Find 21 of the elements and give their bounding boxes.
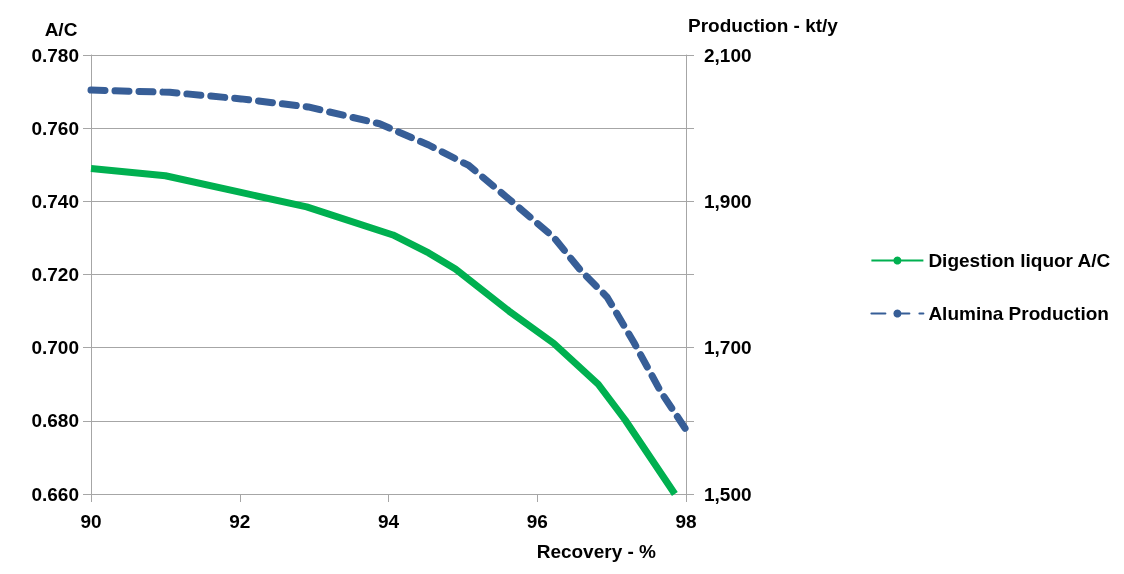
x-tick-label: 94 (377, 511, 400, 532)
x-tick-label: 96 (526, 511, 548, 532)
y-tick-label: 0.700 (31, 337, 79, 359)
y2-tick-label: 1,900 (704, 190, 752, 212)
y2-tick-label: 2,100 (704, 44, 752, 66)
x-axis-title: Recovery - % (536, 541, 657, 562)
x-tick-label: 98 (675, 511, 697, 532)
x-tick-label: 92 (229, 511, 251, 532)
y-tick-label: 0.680 (31, 410, 79, 432)
y-tick-label: 0.660 (31, 483, 79, 505)
y-tick-label: 0.760 (31, 117, 79, 139)
y2-tick-label: 1,700 (704, 337, 752, 359)
y-tick-label: 0.720 (31, 264, 79, 285)
y-tick-label: 0.780 (31, 44, 79, 66)
y-tick-label: 0.740 (31, 190, 79, 212)
y2-axis-title: Production - kt/y (688, 15, 839, 36)
y-axis-title: A/C (44, 19, 78, 40)
y2-tick-label: 1,500 (704, 483, 752, 505)
x-tick-label: 90 (80, 511, 102, 532)
legend-label: Digestion liquor A/C (928, 250, 1111, 271)
legend-label: Alumina Production (928, 303, 1109, 324)
